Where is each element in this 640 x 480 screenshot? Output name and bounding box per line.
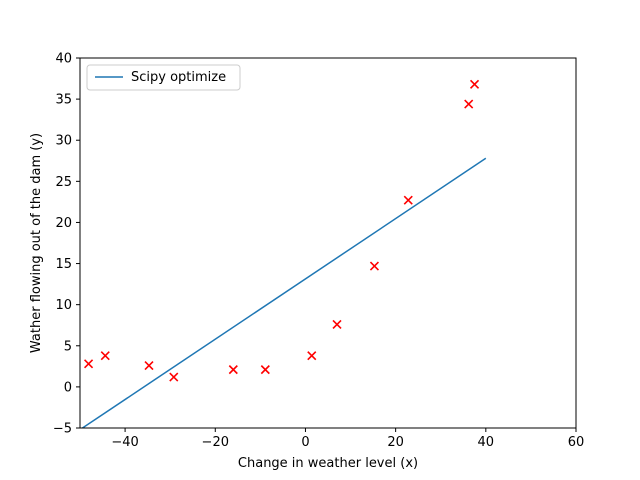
legend-box: [86, 64, 241, 91]
fit-line: [81, 157, 487, 428]
marker-stroke: [403, 195, 413, 205]
x-tick-label: 60: [568, 435, 585, 450]
x-tick-label: 0: [301, 435, 309, 450]
marker-stroke: [260, 365, 270, 375]
y-tick-label: 35: [55, 93, 72, 108]
x-tick-label: 20: [387, 435, 404, 450]
data-point-marker: [169, 372, 179, 382]
data-point-marker: [307, 351, 317, 361]
y-tick-label: 15: [55, 257, 72, 272]
x-tick-label: −40: [111, 435, 138, 450]
y-tick-label: 10: [55, 298, 72, 313]
marker-stroke: [469, 79, 480, 89]
marker-stroke: [464, 99, 474, 109]
data-point-marker: [144, 360, 154, 371]
y-tick-label: 20: [55, 216, 72, 231]
data-point-marker: [100, 351, 110, 361]
data-point-marker: [332, 319, 342, 329]
marker-stroke: [332, 319, 342, 329]
y-tick-label: −5: [53, 422, 72, 437]
plot-area: [80, 58, 576, 428]
marker-stroke: [169, 372, 179, 382]
data-point-marker: [260, 365, 270, 375]
y-tick-label: 30: [55, 134, 72, 149]
x-axis-ticks: −40 −20 0 20 40 60: [111, 428, 584, 450]
marker-stroke: [100, 351, 110, 361]
y-tick-label: 25: [55, 175, 72, 190]
plot-frame: [79, 57, 577, 429]
data-point-marker: [464, 99, 474, 109]
legend: Scipy optimize: [86, 64, 241, 91]
data-point-marker: [403, 195, 413, 205]
data-point-marker: [228, 365, 238, 375]
data-point-marker: [469, 79, 480, 89]
x-axis-label: Change in weather level (x): [238, 456, 418, 471]
y-tick-label: 0: [64, 380, 72, 395]
marker-stroke: [228, 365, 238, 375]
plot-content: [81, 79, 487, 428]
x-tick-label: 40: [478, 435, 495, 450]
y-axis-ticks: −5 0 5 10 15 20 25 30 35 40: [53, 52, 80, 437]
marker-stroke: [144, 360, 154, 371]
marker-stroke: [307, 351, 317, 361]
legend-label: Scipy optimize: [131, 70, 226, 85]
marker-stroke: [84, 359, 94, 369]
data-point-marker: [369, 261, 380, 271]
y-axis-label: Wather flowing out of the dam (y): [29, 133, 44, 353]
marker-stroke: [369, 261, 380, 271]
y-tick-label: 40: [55, 52, 72, 67]
y-tick-label: 5: [64, 339, 72, 354]
x-tick-label: −20: [202, 435, 229, 450]
data-point-marker: [84, 359, 94, 369]
